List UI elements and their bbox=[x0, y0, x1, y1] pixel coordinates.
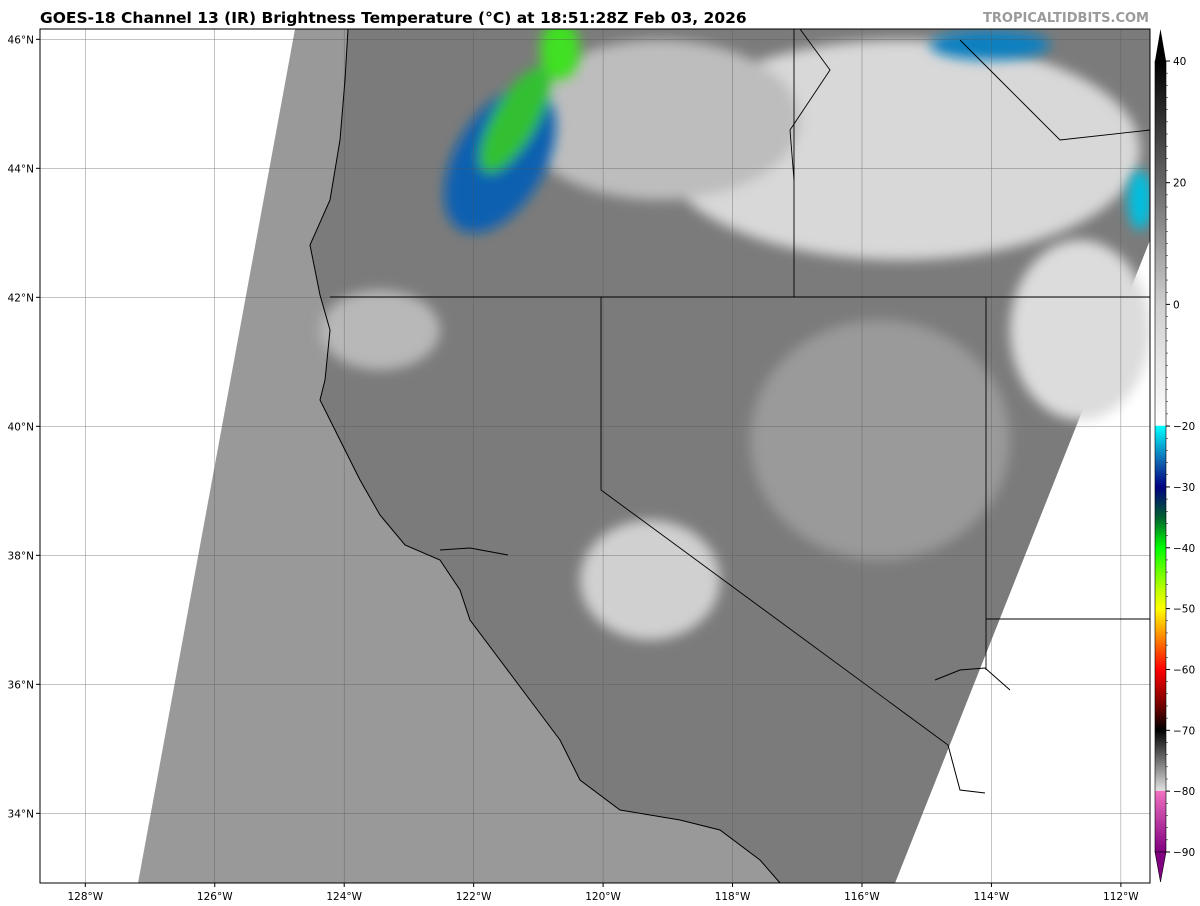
x-tick-label: 112°W bbox=[1103, 891, 1139, 903]
colorbar-extend-min bbox=[1154, 851, 1167, 883]
y-tick-label: 40°N bbox=[8, 421, 34, 433]
colorbar-tick-label: −40 bbox=[1173, 543, 1195, 555]
coastline bbox=[309, 29, 1011, 883]
colorbar-tick-label: −70 bbox=[1173, 725, 1195, 737]
cold-cloud-tops bbox=[444, 29, 1150, 233]
y-tick-label: 38°N bbox=[8, 550, 34, 562]
y-axis: 46°N 44°N 42°N 40°N 38°N 36°N 34°N bbox=[8, 34, 40, 820]
colorbar-tick-label: −50 bbox=[1173, 604, 1195, 616]
x-tick-label: 114°W bbox=[974, 891, 1010, 903]
x-axis: 128°W 126°W 124°W 122°W 120°W 118°W 116°W 114°W… bbox=[67, 883, 1139, 903]
x-tick-label: 124°W bbox=[326, 891, 362, 903]
x-tick-label: 128°W bbox=[67, 891, 103, 903]
x-tick-label: 118°W bbox=[715, 891, 751, 903]
y-tick-label: 36°N bbox=[8, 679, 34, 691]
colorbar-tick-label: −60 bbox=[1173, 664, 1195, 676]
map-frame bbox=[39, 28, 1151, 884]
colorbar-tick-label: 0 bbox=[1173, 299, 1180, 311]
y-tick-label: 34°N bbox=[8, 808, 34, 820]
colorbar: 40 20 0 −20 −30 −40 −50 −60 −70 −80 −90 bbox=[1154, 29, 1195, 883]
cloud-cover bbox=[320, 40, 1150, 640]
x-tick-label: 120°W bbox=[585, 891, 621, 903]
colorbar-extend-max bbox=[1155, 29, 1166, 61]
colorbar-gradient bbox=[1154, 60, 1167, 853]
colorbar-tick-label: 20 bbox=[1173, 178, 1186, 190]
state-borders bbox=[330, 29, 1150, 746]
y-tick-label: 44°N bbox=[8, 163, 34, 175]
x-tick-label: 122°W bbox=[456, 891, 492, 903]
colorbar-tick-label: −90 bbox=[1173, 847, 1195, 859]
x-tick-label: 116°W bbox=[844, 891, 880, 903]
colorbar-tick-label: 40 bbox=[1173, 56, 1186, 68]
colorbar-tick-label: −80 bbox=[1173, 786, 1195, 798]
watermark: TROPICALTIDBITS.COM bbox=[983, 11, 1149, 26]
colorbar-tick-label: −20 bbox=[1173, 421, 1195, 433]
y-tick-label: 46°N bbox=[8, 34, 34, 46]
y-tick-label: 42°N bbox=[8, 292, 34, 304]
x-tick-label: 126°W bbox=[197, 891, 233, 903]
colorbar-tick-label: −30 bbox=[1173, 482, 1195, 494]
map-title: GOES-18 Channel 13 (IR) Brightness Tempe… bbox=[40, 9, 747, 27]
